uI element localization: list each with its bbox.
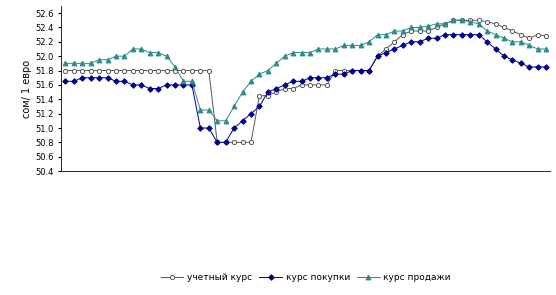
Y-axis label: сом/ 1 евро: сом/ 1 евро [22, 59, 32, 118]
Legend: учетный курс, курс покупки, курс продажи: учетный курс, курс покупки, курс продажи [157, 269, 454, 286]
